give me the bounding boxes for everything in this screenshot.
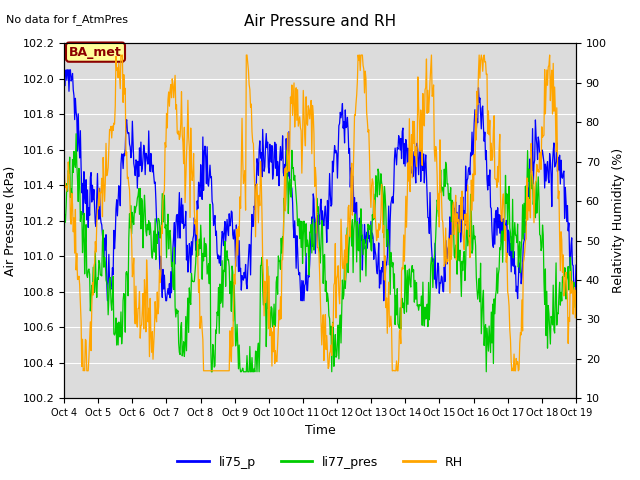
Y-axis label: Relativity Humidity (%): Relativity Humidity (%) — [612, 148, 625, 293]
Text: No data for f_AtmPres: No data for f_AtmPres — [6, 14, 129, 25]
Y-axis label: Air Pressure (kPa): Air Pressure (kPa) — [4, 166, 17, 276]
X-axis label: Time: Time — [305, 424, 335, 437]
Text: BA_met: BA_met — [69, 46, 122, 59]
Text: Air Pressure and RH: Air Pressure and RH — [244, 14, 396, 29]
Legend: li75_p, li77_pres, RH: li75_p, li77_pres, RH — [172, 451, 468, 474]
